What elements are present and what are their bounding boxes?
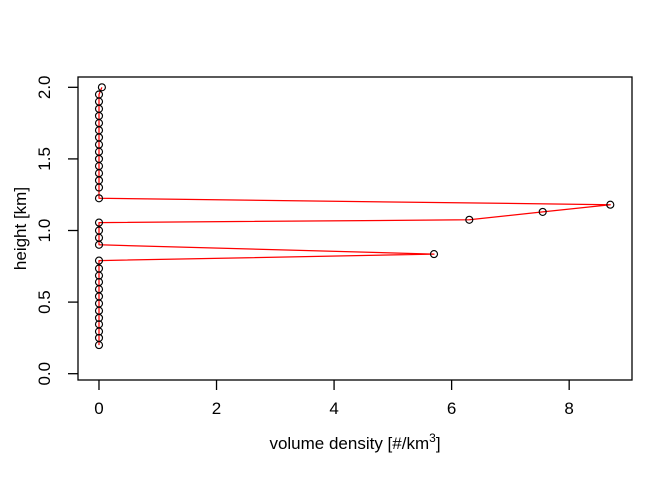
data-point-marker xyxy=(94,240,104,249)
data-point-marker xyxy=(429,250,439,259)
data-point-marker xyxy=(94,313,104,322)
data-point-marker xyxy=(94,194,104,203)
data-point-marker xyxy=(538,207,547,216)
x-axis-tick-label: 8 xyxy=(564,399,573,418)
y-axis-title: height [km] xyxy=(11,187,30,270)
plot-border xyxy=(77,76,633,381)
data-point-marker xyxy=(97,83,106,92)
data-point-marker xyxy=(94,341,104,350)
x-axis-tick-label: 2 xyxy=(212,399,221,418)
y-axis-tick-label: 0.5 xyxy=(35,290,54,314)
y-axis-tick-label: 1.5 xyxy=(35,147,54,171)
y-axis-tick-label: 2.0 xyxy=(35,75,54,99)
x-axis-tick-label: 0 xyxy=(94,399,103,418)
data-point-marker xyxy=(94,327,104,336)
data-point-marker xyxy=(94,183,104,192)
data-point-marker xyxy=(465,215,474,224)
data-point-marker xyxy=(606,200,615,209)
y-axis-tick-label: 0.0 xyxy=(35,362,54,386)
y-axis-tick-label: 1.0 xyxy=(35,219,54,243)
profile-line xyxy=(98,87,611,346)
x-axis-tick-label: 6 xyxy=(447,399,456,418)
x-axis-title: volume density [#/km3] xyxy=(269,431,440,453)
data-point-marker xyxy=(94,256,104,265)
x-axis-tick-label: 4 xyxy=(329,399,338,418)
data-point-marker xyxy=(94,218,104,227)
